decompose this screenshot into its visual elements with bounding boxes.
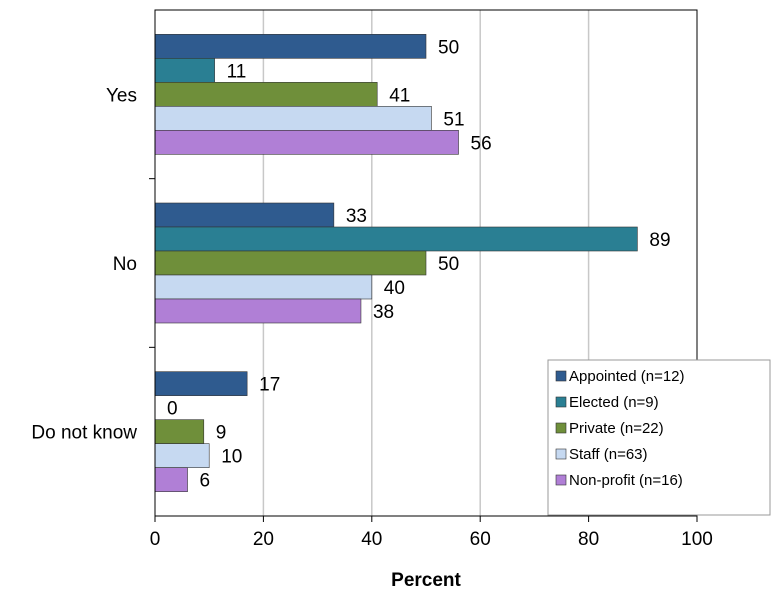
category-label: Do not know [31,423,137,444]
plot-area-frame [154,9,698,517]
data-label: 9 [216,423,227,444]
data-label: 17 [259,375,280,396]
legend-label: Elected (n=9) [569,394,659,411]
category-labels: Yes No Do not know [31,85,155,444]
data-label: 38 [373,302,394,323]
bar [154,250,427,276]
data-label: 50 [438,37,459,58]
legend-swatch [555,474,567,486]
data-label: 0 [167,399,178,420]
legend-label: Non-profit (n=16) [569,472,683,489]
data-label: 41 [389,85,410,106]
x-axis-ticks: 0 20 40 60 80 100 [150,516,713,550]
bar [154,371,248,396]
legend-label: Private (n=22) [569,420,664,437]
legend-label: Staff (n=63) [569,446,648,463]
bar [154,467,188,492]
data-label: 6 [200,471,211,492]
data-label: 51 [443,109,464,130]
bar [154,130,459,155]
bar [154,82,378,107]
bar [154,298,362,324]
data-label: 11 [227,61,247,82]
data-label: 10 [221,447,242,468]
x-tick-label: 0 [150,529,161,550]
x-tick-label: 80 [578,529,599,550]
x-tick-label: 20 [253,529,274,550]
x-tick-label: 100 [681,529,713,550]
data-labels: 50 11 41 51 56 33 89 50 40 38 17 0 9 10 6 [167,37,671,491]
data-label: 50 [438,254,459,275]
legend-swatch [555,448,567,460]
category-label: No [113,254,137,275]
legend-swatch [555,422,567,434]
legend-swatch [555,370,567,382]
legend: Appointed (n=12) Elected (n=9) Private (n=… [547,359,771,516]
data-label: 33 [346,206,367,227]
bar [154,202,335,228]
data-label: 40 [384,278,405,299]
data-label: 56 [471,133,492,154]
bar [154,274,373,300]
bar [154,443,210,468]
bar [154,419,205,444]
legend-swatch [555,396,567,408]
x-axis-title: Percent [391,570,461,589]
category-label: Yes [106,85,137,106]
data-label: 89 [649,230,670,251]
bar [154,58,215,83]
bars-group [154,34,638,492]
x-tick-label: 40 [361,529,382,550]
bar [154,106,432,131]
legend-box [547,359,771,516]
bar [154,34,427,59]
bar [154,226,638,252]
legend-label: Appointed (n=12) [569,368,685,385]
x-tick-label: 60 [470,529,491,550]
